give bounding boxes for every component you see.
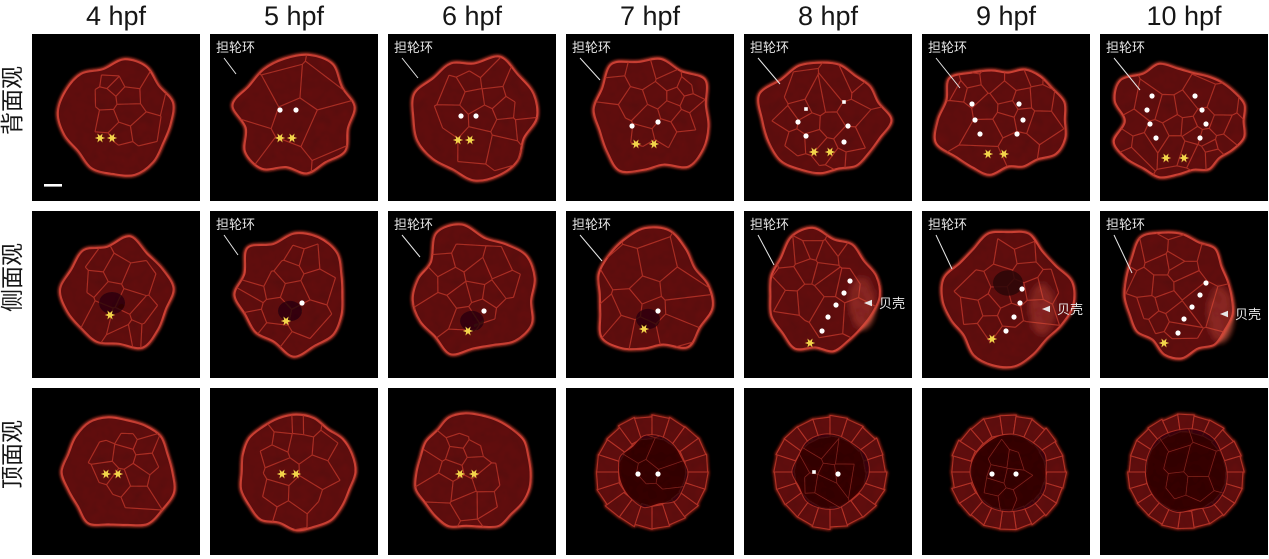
svg-text:贝壳: 贝壳 [1057, 302, 1083, 317]
svg-text:担轮环: 担轮环 [572, 217, 611, 232]
svg-text:贝壳: 贝壳 [1235, 307, 1261, 322]
svg-text:担轮环: 担轮环 [928, 40, 967, 55]
svg-text:担轮环: 担轮环 [216, 217, 255, 232]
svg-text:担轮环: 担轮环 [394, 40, 433, 55]
svg-text:担轮环: 担轮环 [928, 217, 967, 232]
svg-text:担轮环: 担轮环 [572, 40, 611, 55]
svg-text:担轮环: 担轮环 [1106, 217, 1145, 232]
svg-text:担轮环: 担轮环 [750, 217, 789, 232]
svg-text:担轮环: 担轮环 [216, 40, 255, 55]
svg-text:担轮环: 担轮环 [750, 40, 789, 55]
svg-text:担轮环: 担轮环 [1106, 40, 1145, 55]
svg-text:担轮环: 担轮环 [394, 217, 433, 232]
svg-text:贝壳: 贝壳 [879, 296, 905, 311]
